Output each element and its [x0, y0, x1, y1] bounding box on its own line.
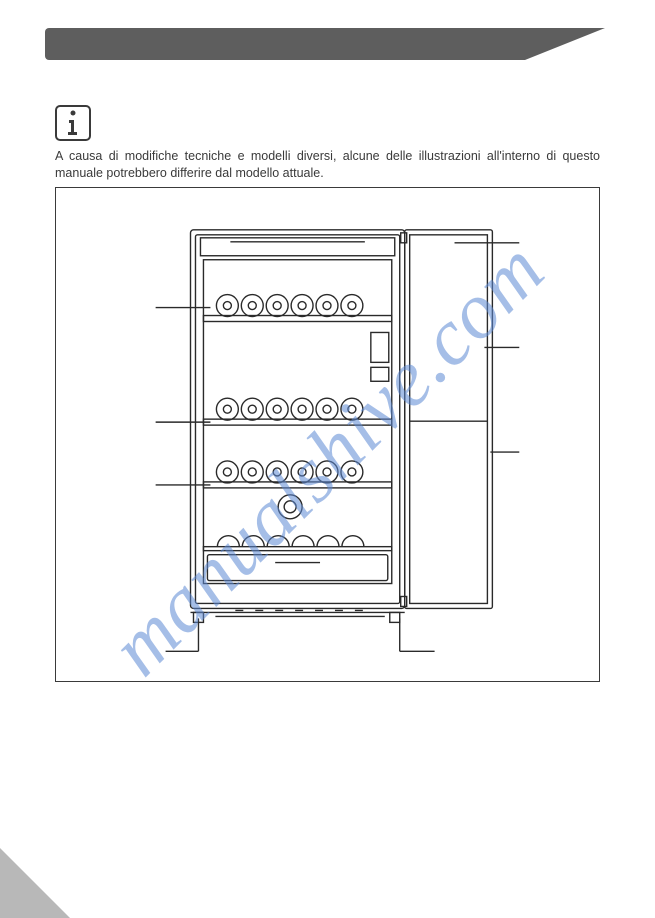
page-corner-decoration [0, 848, 70, 918]
info-icon [55, 105, 91, 141]
header-bar-cut [525, 28, 605, 60]
disclaimer-text: A causa di modifiche tecniche e modelli … [55, 148, 600, 182]
wine-cooler-diagram [56, 188, 599, 681]
product-diagram-frame [55, 187, 600, 682]
section-header-bar [45, 28, 605, 60]
